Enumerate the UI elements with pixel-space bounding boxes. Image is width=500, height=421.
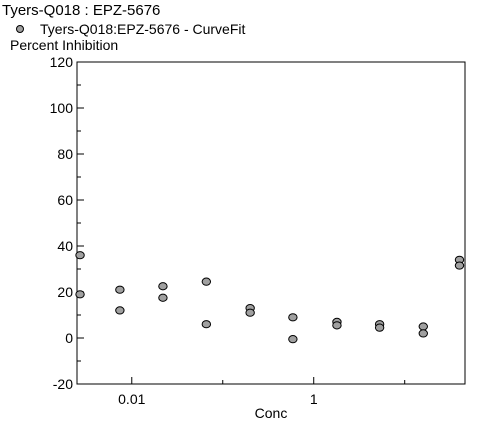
chart-title: Tyers-Q018 : EPZ-5676 (2, 2, 160, 19)
x-axis-label: Conc (255, 405, 288, 421)
legend-label: Tyers-Q018:EPZ-5676 - CurveFit (40, 21, 246, 37)
data-points (75, 251, 465, 344)
plot-area (76, 61, 466, 385)
legend: Tyers-Q018:EPZ-5676 - CurveFit (16, 21, 246, 37)
data-point (115, 285, 125, 294)
x-tick-label: 1 (310, 391, 318, 407)
data-point (115, 306, 125, 315)
y-tick-label: 120 (50, 54, 74, 70)
data-point (288, 335, 298, 344)
data-point (158, 293, 168, 302)
y-tick-label: 60 (57, 192, 73, 208)
data-point (75, 251, 85, 260)
y-tick-label: 40 (57, 238, 73, 254)
legend-marker (16, 25, 24, 33)
y-tick-label: 80 (57, 146, 73, 162)
data-point (288, 313, 298, 322)
y-tick-label: -20 (53, 376, 73, 392)
data-point (201, 277, 212, 286)
data-point (374, 323, 385, 332)
data-point (332, 321, 342, 330)
data-point (245, 308, 255, 317)
data-point (158, 282, 168, 291)
y-tick-label: 0 (65, 330, 73, 346)
y-tick-label: 100 (50, 100, 74, 116)
data-point (201, 320, 212, 329)
axes: -20 0 20 40 60 80 100 120 0.01 1 (50, 54, 406, 407)
y-tick-label: 20 (57, 284, 73, 300)
data-point (418, 322, 428, 331)
y-axis-label: Percent Inhibition (10, 37, 118, 53)
data-point (75, 290, 85, 299)
data-point (418, 329, 428, 338)
x-tick-label: 0.01 (118, 391, 145, 407)
data-point (454, 261, 465, 270)
